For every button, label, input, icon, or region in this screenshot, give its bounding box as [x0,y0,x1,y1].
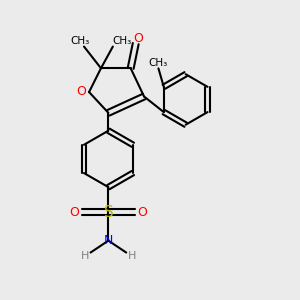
Text: H: H [80,251,89,261]
Text: N: N [104,234,113,247]
Text: O: O [76,85,86,98]
Text: S: S [103,205,113,220]
Text: O: O [138,206,148,219]
Text: CH₃: CH₃ [71,36,90,46]
Text: H: H [128,251,136,261]
Text: CH₃: CH₃ [149,58,168,68]
Text: O: O [133,32,143,45]
Text: CH₃: CH₃ [112,36,131,46]
Text: O: O [69,206,79,219]
